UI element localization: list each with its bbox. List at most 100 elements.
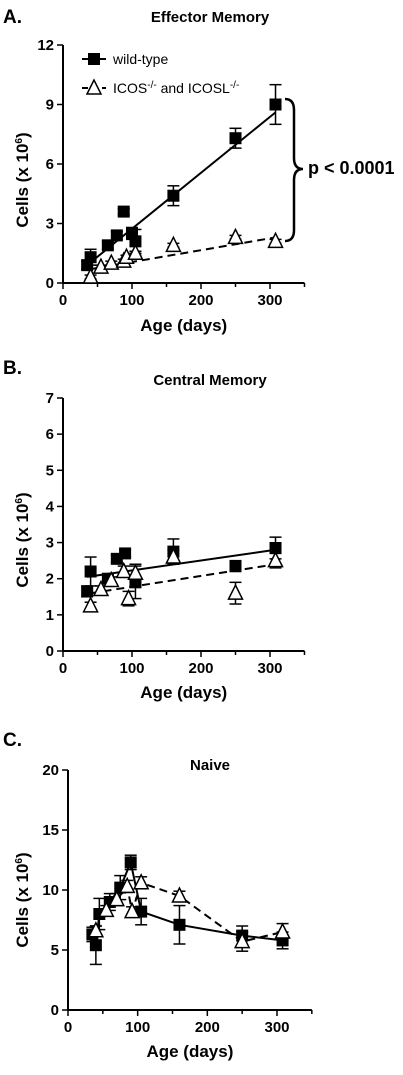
chart-panel-effector-memory: A. Effector Memory 0 3 6 9 12 0 100 200 300 Age (da…: [3, 7, 306, 335]
data-point: [119, 876, 136, 894]
y-tick-label: 4: [46, 498, 55, 515]
y-axis-label: Cells (x 106): [13, 492, 32, 587]
y-tick-label: 5: [51, 942, 59, 959]
data-point: [108, 889, 125, 907]
data-point: [82, 267, 99, 284]
data-point: [92, 579, 110, 597]
y-tick-label: 6: [46, 156, 54, 173]
fit-line: [90, 563, 276, 595]
legend-label-wild-type: wild-type: [112, 51, 168, 67]
y-tick-label: 0: [46, 643, 54, 660]
data-point: [227, 227, 244, 245]
y-axis-label: Cells (x 106): [13, 132, 32, 227]
legend-marker-knockout: [85, 78, 103, 95]
data-point: [274, 922, 291, 939]
x-axis-label: Age (days): [140, 316, 227, 335]
x-tick-label: 300: [257, 660, 282, 677]
data-point: [81, 585, 94, 598]
y-tick-label: 10: [42, 882, 59, 899]
chart-title: Naive: [190, 757, 230, 774]
y-tick-label: 3: [46, 535, 54, 552]
y-tick-label: 0: [46, 275, 54, 292]
x-tick-label: 0: [59, 292, 67, 309]
data-point: [165, 547, 182, 564]
data-point: [84, 251, 97, 264]
data-point: [227, 583, 244, 600]
data-point: [229, 132, 242, 145]
chart-title: Central Memory: [153, 372, 267, 389]
data-point: [119, 547, 132, 560]
data-point: [267, 231, 284, 249]
data-point: [233, 931, 251, 949]
x-tick-label: 300: [257, 292, 282, 309]
series-knockout: [82, 227, 284, 284]
data-point: [269, 98, 282, 111]
x-axis-label: Age (days): [140, 683, 227, 702]
y-tick-label: 5: [46, 462, 54, 479]
legend-label-knockout: ICOS-/- and ICOSL-/-: [113, 80, 239, 97]
data-point: [124, 856, 137, 869]
data-point: [173, 918, 186, 931]
legend-marker-wild-type: [88, 53, 100, 65]
data-point: [127, 563, 144, 581]
series-knockout: [87, 873, 291, 952]
panel-letter: C.: [3, 730, 22, 751]
x-tick-label: 200: [188, 660, 213, 677]
data-point: [89, 939, 102, 952]
x-tick-label: 200: [188, 292, 213, 309]
series-wild-type: [81, 83, 282, 272]
y-tick-label: 20: [42, 762, 59, 779]
legend: wild-type ICOS-/- and ICOSL-/-: [82, 51, 239, 96]
y-tick-label: 9: [46, 97, 54, 114]
y-tick-label: 7: [46, 390, 54, 407]
x-tick-label: 300: [264, 1019, 289, 1036]
y-tick-label: 6: [46, 426, 54, 443]
series-knockout: [82, 547, 284, 613]
x-tick-label: 0: [64, 1019, 72, 1036]
y-tick-label: 2: [46, 571, 54, 588]
data-point: [87, 921, 105, 938]
data-point: [132, 873, 150, 890]
significance-annotation: p < 0.0001: [284, 97, 395, 243]
data-point: [115, 561, 132, 579]
data-point: [129, 235, 142, 248]
data-point: [171, 886, 188, 903]
y-tick-label: 12: [37, 37, 54, 54]
data-point: [110, 229, 123, 242]
data-point: [267, 550, 284, 568]
data-point: [82, 596, 99, 613]
data-point: [103, 253, 120, 270]
data-point: [120, 588, 137, 606]
data-point: [84, 565, 97, 578]
y-axis-label: Cells (x 106): [13, 852, 32, 947]
x-tick-label: 100: [125, 1019, 150, 1036]
y-tick-label: 3: [46, 216, 54, 233]
data-point: [165, 235, 182, 253]
x-tick-label: 100: [119, 660, 144, 677]
data-point: [127, 243, 144, 260]
panel-letter: B.: [3, 358, 22, 379]
x-axis-label: Age (days): [146, 1042, 233, 1061]
data-point: [101, 239, 114, 252]
panel-letter: A.: [3, 7, 22, 28]
chart-title: Effector Memory: [151, 9, 270, 26]
data-point: [167, 189, 180, 202]
brace: [284, 97, 304, 243]
data-point: [98, 900, 115, 918]
data-point: [229, 560, 242, 573]
data-point: [117, 205, 130, 218]
y-tick-label: 1: [46, 607, 54, 624]
data-point: [269, 541, 282, 554]
x-tick-label: 200: [195, 1019, 220, 1036]
p-value-label: p < 0.0001: [308, 158, 395, 178]
y-tick-label: 15: [42, 822, 59, 839]
series-wild-type: [86, 854, 289, 966]
x-tick-label: 0: [59, 660, 67, 677]
x-tick-label: 100: [119, 292, 144, 309]
chart-panel-central-memory: B. Central Memory 0 1 2 3 4 5 6 7 0 100 200 300 Age (d…: [3, 358, 306, 702]
y-tick-label: 0: [51, 1002, 59, 1019]
data-point: [103, 570, 120, 588]
data-point: [123, 901, 141, 919]
